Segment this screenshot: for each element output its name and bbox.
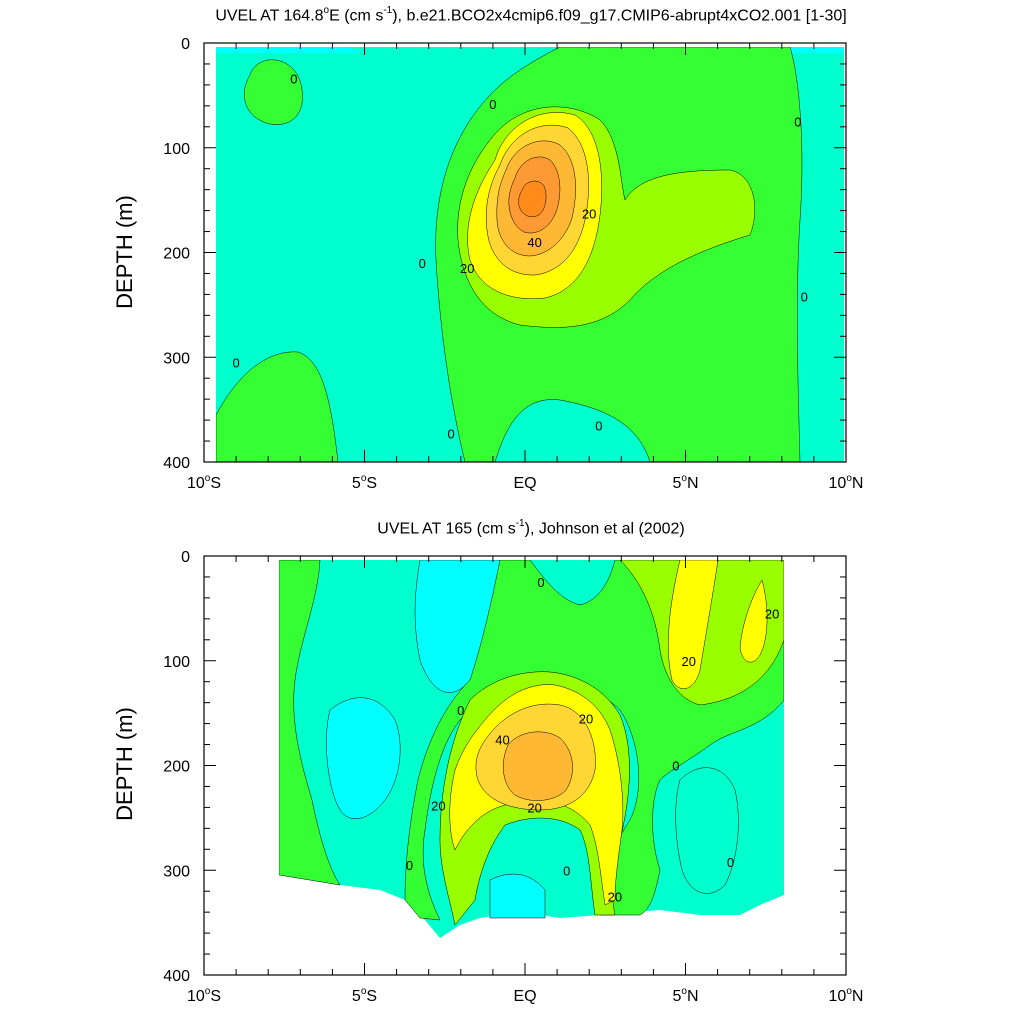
top-contour-field: [216, 47, 844, 462]
bottom-contour-label: 20: [431, 798, 445, 813]
top-ytick-label: 200: [163, 246, 190, 263]
bottom-contour-labels: 0 0 0 0 0 0 20 20 20 20 20 20 40: [406, 575, 780, 904]
bottom-x-axis: 10oS 5oS EQ 5oN 10oN: [187, 556, 863, 1005]
top-xtick-label: 5oN: [672, 473, 698, 492]
bottom-ylabel: DEPTH (m): [112, 707, 137, 821]
bottom-contour-label: 20: [579, 711, 593, 726]
bottom-contour-label: 20: [765, 607, 779, 622]
bottom-xtick-label: 10oS: [187, 986, 221, 1005]
top-contour-label: 0: [232, 355, 239, 370]
top-ylabel: DEPTH (m): [112, 195, 137, 309]
top-xtick-label: EQ: [513, 475, 536, 492]
top-panel-title: UVEL AT 164.8oE (cm s-1), b.e21.BCO2x4cm…: [215, 5, 847, 25]
bottom-contour-label: 20: [527, 800, 541, 815]
top-contour-label: 20: [460, 261, 474, 276]
top-contour-label: 40: [527, 235, 541, 250]
bottom-contour-label: 0: [537, 575, 544, 590]
top-x-axis: 10oS 5oS EQ 5oN 10oN: [187, 43, 863, 492]
bottom-contour-label: 0: [457, 703, 464, 718]
top-contour-label: 20: [582, 207, 596, 222]
top-contour-label: 0: [489, 97, 496, 112]
bottom-xtick-label: 5oS: [352, 986, 377, 1005]
top-contour-label: 0: [448, 427, 455, 442]
bottom-contour-label: 0: [727, 855, 734, 870]
bottom-contour-label: 0: [672, 759, 679, 774]
bottom-contour-label: 40: [495, 732, 509, 747]
top-xtick-label: 5oS: [352, 473, 377, 492]
bottom-panel-title: UVEL AT 165 (cm s-1), Johnson et al (200…: [377, 518, 685, 538]
top-ytick-label: 100: [163, 141, 190, 158]
top-xtick-label: 10oN: [829, 473, 864, 492]
bottom-xtick-label: 5oN: [672, 986, 698, 1005]
top-contour-label: 0: [801, 289, 808, 304]
top-ytick-label: 300: [163, 350, 190, 367]
bottom-ytick-label: 100: [163, 654, 190, 671]
top-ytick-label: 400: [163, 455, 190, 472]
bottom-contour-field: [279, 560, 784, 938]
bottom-xtick-label: 10oN: [829, 986, 864, 1005]
top-contour-label: 0: [290, 72, 297, 87]
bottom-xtick-label: EQ: [513, 988, 536, 1005]
top-ytick-label: 0: [181, 36, 190, 53]
bottom-ytick-label: 200: [163, 759, 190, 776]
bottom-contour-label: 20: [681, 654, 695, 669]
bottom-ytick-label: 400: [163, 968, 190, 985]
bottom-ytick-label: 0: [181, 549, 190, 566]
top-contour-label: 0: [595, 418, 602, 433]
top-contour-label: 0: [419, 256, 426, 271]
top-xtick-label: 10oS: [187, 473, 221, 492]
top-contour-labels: 0 0 0 0 0 0 0 0 20 20 40: [232, 72, 808, 442]
bottom-contour-label: 20: [608, 889, 622, 904]
bottom-contour-label: 0: [563, 863, 570, 878]
top-contour-label: 0: [794, 115, 801, 130]
bottom-contour-label: 0: [406, 858, 413, 873]
bottom-ytick-label: 300: [163, 863, 190, 880]
